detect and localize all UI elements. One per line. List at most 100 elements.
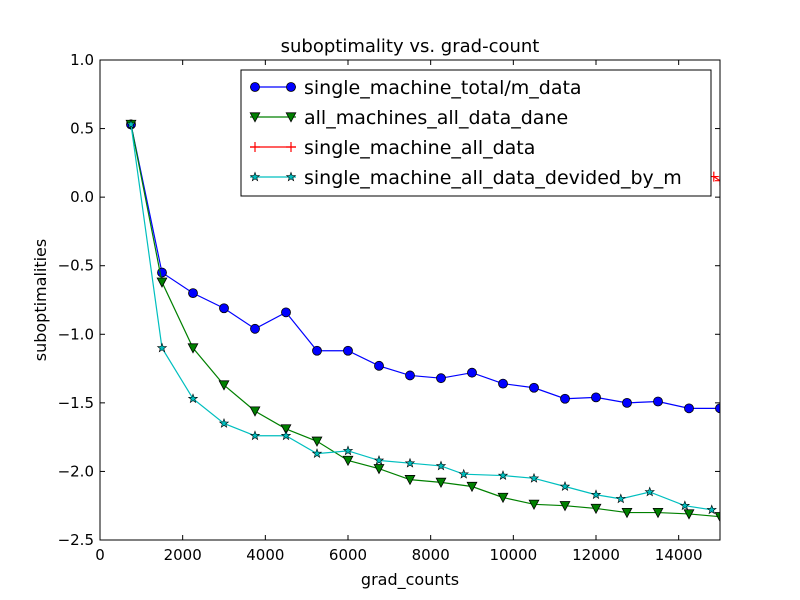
series-line	[130, 124, 720, 518]
data-point	[679, 500, 691, 511]
data-point	[343, 345, 353, 356]
axes-frame	[99, 59, 721, 541]
data-point	[559, 501, 571, 512]
data-point	[652, 507, 664, 519]
legend-marker	[250, 82, 260, 92]
data-point	[621, 507, 633, 519]
x-tick-label: 14000	[655, 546, 703, 564]
x-tick-label: 6000	[329, 546, 367, 564]
series-line	[130, 124, 712, 511]
legend-entry: all_machines_all_data_dane	[249, 107, 568, 129]
data-point	[249, 406, 261, 417]
data-point	[374, 360, 384, 371]
data-point	[683, 509, 695, 520]
data-point	[250, 323, 260, 334]
data-point	[187, 393, 199, 404]
legend-marker	[286, 82, 296, 92]
data-point	[249, 430, 261, 441]
x-tick-label: 12000	[572, 546, 620, 564]
data-point	[498, 378, 508, 389]
x-tick-label: 4000	[246, 546, 284, 564]
ticks-layer: 0 2000 4000 6000 8000 10000 12000 14000 1.0 0.5 0.…	[58, 51, 720, 564]
data-point	[615, 493, 627, 504]
legend-marker	[250, 142, 260, 152]
chart-title: suboptimality vs. grad-count	[281, 36, 540, 57]
data-point	[590, 489, 602, 500]
y-tick-label: −2.5	[58, 531, 94, 549]
y-tick-label: −1.0	[58, 325, 94, 343]
data-point	[590, 503, 602, 515]
series-layer	[125, 118, 720, 523]
y-tick-label: 0.0	[70, 188, 94, 206]
data-point	[218, 417, 230, 428]
data-point	[373, 464, 385, 475]
x-tick-label: 2000	[164, 546, 202, 564]
data-point	[188, 288, 198, 299]
legend-box	[240, 69, 712, 197]
legend-entry: single_machine_total/m_data	[250, 77, 582, 99]
data-point	[560, 393, 570, 404]
data-point	[218, 380, 230, 391]
data-point	[435, 460, 447, 471]
data-point	[157, 267, 167, 278]
legend-entry: single_machine_all_data	[250, 137, 535, 159]
data-point	[714, 512, 720, 523]
data-point	[591, 392, 601, 403]
legend-marker	[285, 171, 297, 182]
y-tick-label: 1.0	[70, 51, 94, 69]
legend-marker	[249, 112, 261, 123]
series-line	[130, 124, 720, 409]
x-tick-label: 8000	[412, 546, 450, 564]
data-point	[311, 448, 323, 459]
legend: single_machine_total/m_data all_machines_…	[240, 69, 712, 197]
data-point	[684, 403, 694, 414]
data-point	[312, 345, 322, 356]
data-point	[528, 499, 540, 510]
data-point	[528, 472, 540, 483]
y-tick-label: −0.5	[58, 257, 94, 275]
y-tick-label: 0.5	[70, 120, 94, 138]
data-point	[622, 397, 632, 408]
data-point	[404, 457, 416, 468]
legend-label: single_machine_all_data_devided_by_m	[304, 167, 682, 189]
data-point	[187, 343, 199, 354]
data-point	[405, 370, 415, 381]
data-point	[529, 382, 539, 393]
data-point	[458, 468, 469, 479]
data-point	[342, 445, 354, 456]
data-point	[281, 307, 291, 318]
y-axis-title: suboptimalities	[31, 239, 50, 361]
data-point	[280, 424, 292, 435]
y-tick-label: −2.0	[58, 462, 94, 480]
data-point	[280, 430, 292, 441]
data-point	[125, 118, 137, 129]
data-point	[715, 175, 720, 186]
data-point	[311, 436, 323, 447]
data-point	[467, 367, 477, 378]
data-point	[497, 470, 509, 480]
data-point	[156, 342, 168, 353]
legend-marker	[285, 112, 297, 123]
legend-label: single_machine_all_data	[304, 137, 535, 159]
series-4	[125, 118, 717, 515]
data-point	[219, 303, 229, 314]
y-tick-label: −1.5	[58, 394, 94, 412]
series-2	[125, 119, 720, 523]
x-tick-label: 10000	[489, 546, 537, 564]
data-point	[156, 277, 168, 288]
data-point	[497, 492, 509, 504]
data-point	[653, 396, 663, 407]
data-point	[373, 454, 385, 465]
data-point	[466, 481, 478, 493]
data-point	[706, 504, 717, 515]
legend-marker	[286, 142, 296, 152]
series-line	[713, 176, 720, 182]
x-axis-title: grad_counts	[361, 570, 459, 590]
data-point	[435, 477, 447, 489]
data-point	[715, 403, 720, 414]
legend-label: all_machines_all_data_dane	[304, 107, 568, 129]
legend-label: single_machine_total/m_data	[304, 77, 582, 99]
data-point	[342, 455, 354, 467]
x-tick-label: 0	[95, 546, 105, 564]
